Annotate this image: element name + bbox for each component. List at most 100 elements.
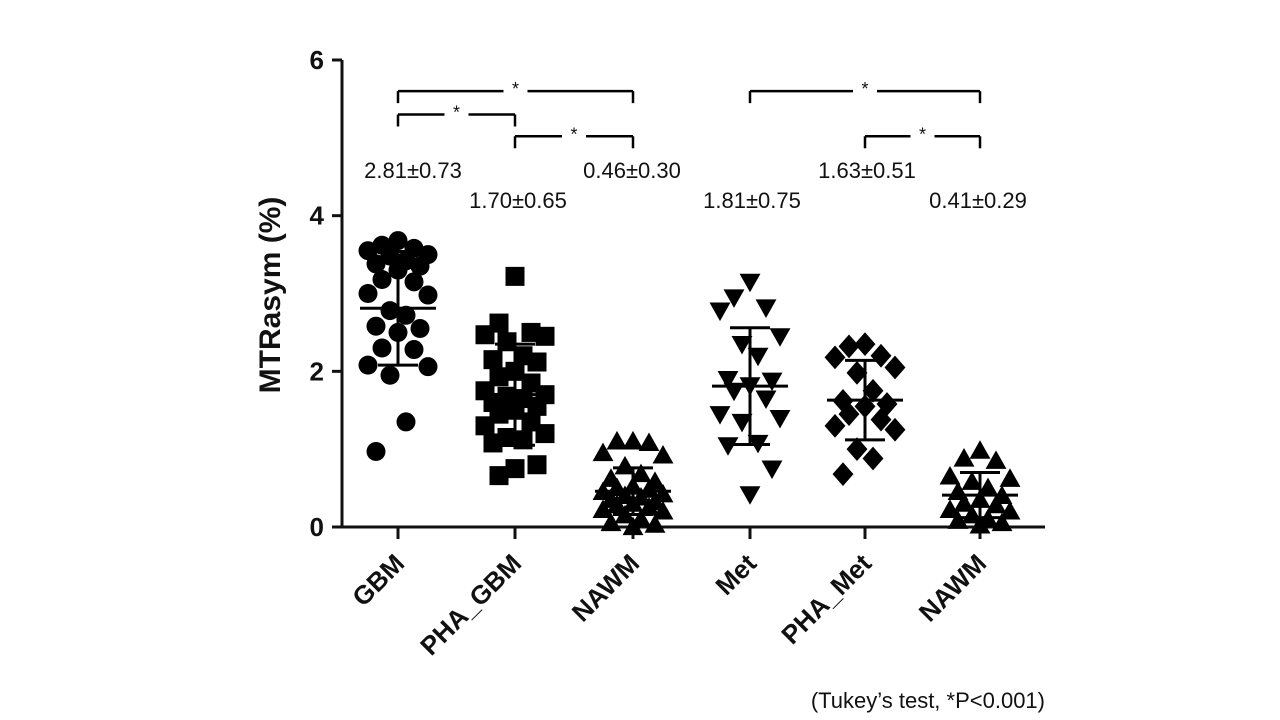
data-point — [862, 446, 884, 471]
data-point — [755, 390, 777, 410]
significance-bracket: * — [863, 124, 982, 149]
x-tick-label: PHA_GBM — [414, 548, 527, 661]
data-point — [396, 305, 416, 325]
data-groups — [358, 231, 1021, 536]
data-point — [505, 266, 525, 286]
data-point — [824, 413, 846, 438]
significance-star: * — [453, 102, 460, 122]
data-point — [969, 440, 991, 459]
data-point — [862, 378, 884, 403]
data-point — [527, 396, 547, 416]
data-point — [939, 465, 961, 485]
significance-bracket: * — [396, 79, 635, 104]
data-group-5 — [939, 440, 1021, 534]
data-point — [638, 497, 660, 516]
data-point — [505, 459, 525, 479]
data-point — [358, 284, 378, 303]
data-point — [372, 338, 392, 358]
data-point — [846, 437, 868, 462]
data-point — [638, 432, 660, 452]
data-point — [644, 514, 666, 533]
data-point — [769, 328, 791, 347]
data-point — [592, 499, 614, 518]
data-point — [717, 437, 739, 456]
data-point — [418, 357, 438, 377]
data-point — [358, 355, 378, 375]
data-point — [410, 319, 430, 339]
data-point — [723, 289, 745, 308]
data-point — [838, 402, 860, 427]
data-point — [483, 350, 503, 370]
data-group-3 — [709, 273, 791, 505]
data-point — [709, 406, 731, 425]
y-tick-label: 6 — [310, 45, 324, 75]
data-point — [388, 231, 408, 251]
stat-label-0: 2.81±0.73 — [364, 158, 462, 183]
data-point — [622, 430, 644, 450]
data-point — [884, 355, 906, 380]
stat-label-1: 1.70±0.65 — [469, 188, 567, 213]
y-tick-label: 0 — [310, 512, 324, 542]
data-group-1 — [475, 266, 555, 486]
data-point — [999, 468, 1021, 487]
y-tick-label: 4 — [310, 201, 325, 231]
data-point — [410, 256, 430, 276]
significance-bracket: * — [748, 79, 982, 104]
data-point — [372, 269, 392, 289]
data-point — [380, 301, 400, 321]
data-point — [969, 514, 991, 534]
data-point — [947, 510, 969, 529]
significance-bracket: * — [513, 124, 635, 149]
data-point — [404, 340, 424, 360]
data-point — [614, 455, 636, 475]
significance-star: * — [570, 124, 577, 144]
data-point — [731, 413, 753, 433]
data-point — [404, 272, 424, 292]
data-point — [769, 409, 791, 429]
x-tick-label: NAWM — [913, 548, 992, 627]
data-point — [761, 372, 783, 392]
data-point — [991, 512, 1013, 532]
data-group-2 — [592, 430, 674, 536]
data-point — [977, 477, 999, 497]
stat-label-5: 0.41±0.29 — [929, 188, 1027, 213]
data-point — [380, 365, 400, 385]
data-point — [527, 352, 547, 372]
data-point — [366, 442, 386, 462]
data-point — [739, 273, 761, 293]
data-point — [739, 486, 761, 505]
data-point — [606, 430, 628, 450]
data-point — [832, 462, 854, 486]
stat-labels: 2.81±0.73 1.70±0.65 0.46±0.30 1.81±0.75 1.63… — [364, 158, 1027, 213]
data-point — [961, 471, 983, 490]
data-group-4 — [824, 332, 906, 486]
data-point — [475, 325, 495, 345]
data-point — [854, 332, 876, 356]
data-point — [622, 516, 644, 536]
data-point — [606, 494, 628, 514]
data-point — [535, 424, 555, 444]
y-tick-label: 2 — [310, 356, 324, 386]
data-point — [418, 285, 438, 305]
stat-label-2: 0.46±0.30 — [583, 158, 681, 183]
stat-label-4: 1.63±0.51 — [818, 158, 916, 183]
data-point — [884, 417, 906, 442]
footnote: (Tukey’s test, *P<0.001) — [811, 688, 1045, 713]
data-point — [747, 347, 769, 367]
data-point — [939, 499, 961, 518]
data-point — [600, 512, 622, 532]
x-tick-label: GBM — [346, 548, 410, 612]
y-axis-title: MTRasym (%) — [254, 197, 287, 394]
data-point — [717, 371, 739, 390]
data-point — [870, 407, 892, 432]
data-point — [489, 466, 509, 486]
significance-star: * — [861, 79, 868, 99]
data-point — [985, 494, 1007, 514]
data-point — [709, 302, 731, 322]
data-point — [475, 416, 495, 436]
x-tick-label: NAWM — [566, 548, 645, 627]
x-tick-label: Met — [709, 548, 762, 601]
data-point — [999, 500, 1021, 520]
data-point — [630, 463, 652, 483]
